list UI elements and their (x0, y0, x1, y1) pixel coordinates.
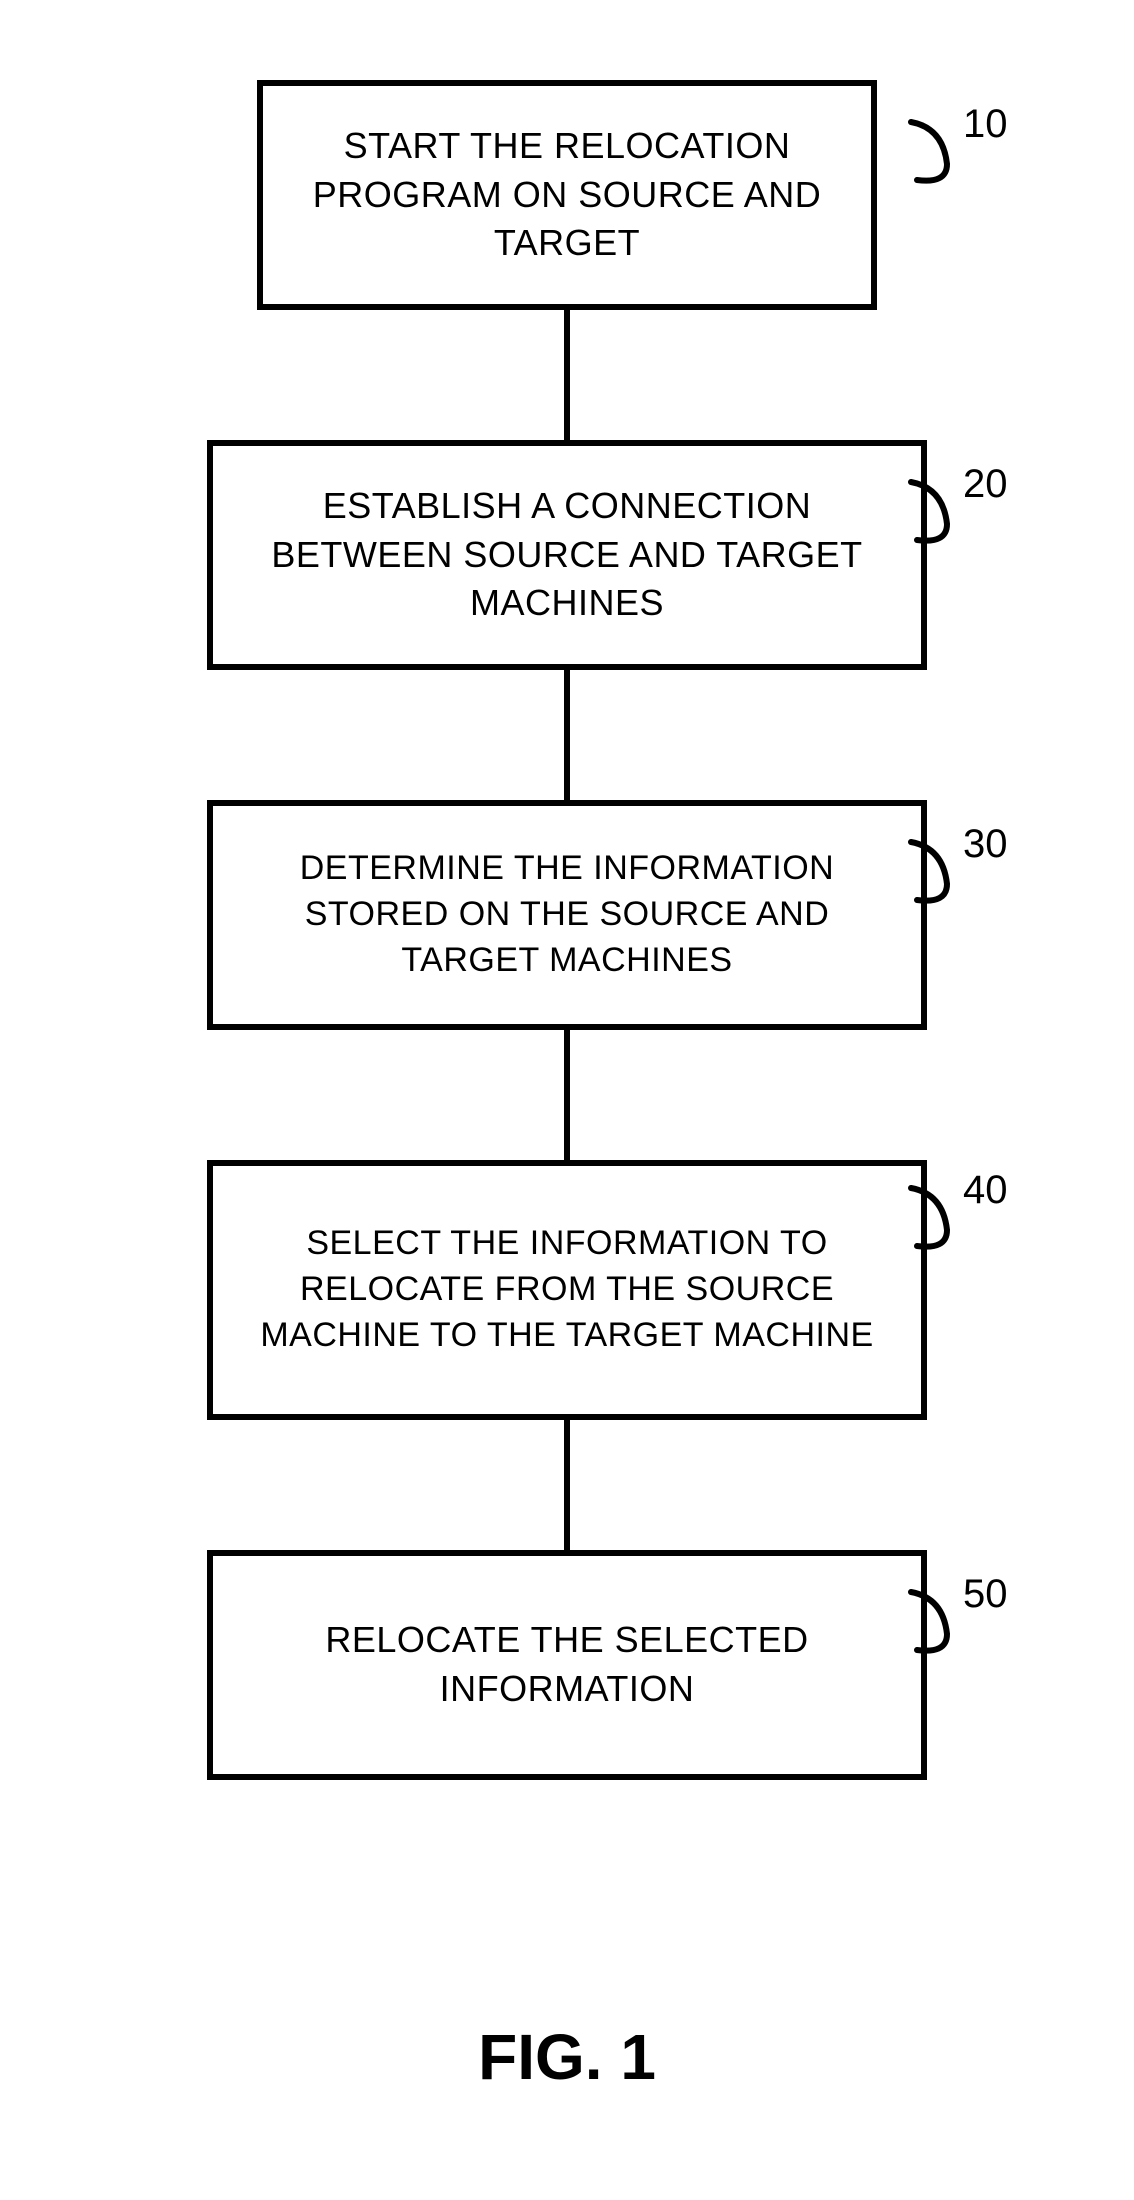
ref-callout-4: 40 (907, 1170, 1008, 1254)
ref-number: 50 (963, 1574, 1008, 1614)
step-box-3: DETERMINE THE INFORMATION STORED ON THE … (207, 800, 927, 1030)
step-box-4: SELECT THE INFORMATION TO RELOCATE FROM … (207, 1160, 927, 1420)
connector (564, 670, 570, 800)
step-label: START THE RELOCATION PROGRAM ON SOURCE A… (291, 122, 843, 268)
step-row: ESTABLISH A CONNECTION BETWEEN SOURCE AN… (80, 440, 1054, 670)
ref-callout-5: 50 (907, 1574, 1008, 1658)
ref-number: 30 (963, 824, 1008, 864)
ref-callout-3: 30 (907, 824, 1008, 908)
ref-callout-2: 20 (907, 464, 1008, 548)
ref-hook-icon (907, 1588, 961, 1658)
flowchart-container: START THE RELOCATION PROGRAM ON SOURCE A… (80, 80, 1054, 1780)
step-label: RELOCATE THE SELECTED INFORMATION (241, 1616, 893, 1713)
ref-callout-1: 10 (907, 104, 1008, 188)
ref-number: 20 (963, 464, 1008, 504)
step-row: RELOCATE THE SELECTED INFORMATION 50 (80, 1550, 1054, 1780)
figure-caption: FIG. 1 (0, 2020, 1134, 2094)
caption-text: FIG. 1 (478, 2021, 656, 2093)
step-row: START THE RELOCATION PROGRAM ON SOURCE A… (80, 80, 1054, 310)
connector (564, 310, 570, 440)
ref-hook-icon (907, 118, 961, 188)
step-box-1: START THE RELOCATION PROGRAM ON SOURCE A… (257, 80, 877, 310)
step-box-5: RELOCATE THE SELECTED INFORMATION (207, 1550, 927, 1780)
connector (564, 1420, 570, 1550)
ref-number: 40 (963, 1170, 1008, 1210)
step-label: ESTABLISH A CONNECTION BETWEEN SOURCE AN… (241, 482, 893, 628)
ref-hook-icon (907, 838, 961, 908)
step-box-2: ESTABLISH A CONNECTION BETWEEN SOURCE AN… (207, 440, 927, 670)
ref-hook-icon (907, 478, 961, 548)
step-row: SELECT THE INFORMATION TO RELOCATE FROM … (80, 1160, 1054, 1420)
ref-number: 10 (963, 104, 1008, 144)
ref-hook-icon (907, 1184, 961, 1254)
connector (564, 1030, 570, 1160)
step-row: DETERMINE THE INFORMATION STORED ON THE … (80, 800, 1054, 1030)
step-label: SELECT THE INFORMATION TO RELOCATE FROM … (241, 1221, 893, 1359)
step-label: DETERMINE THE INFORMATION STORED ON THE … (241, 846, 893, 984)
